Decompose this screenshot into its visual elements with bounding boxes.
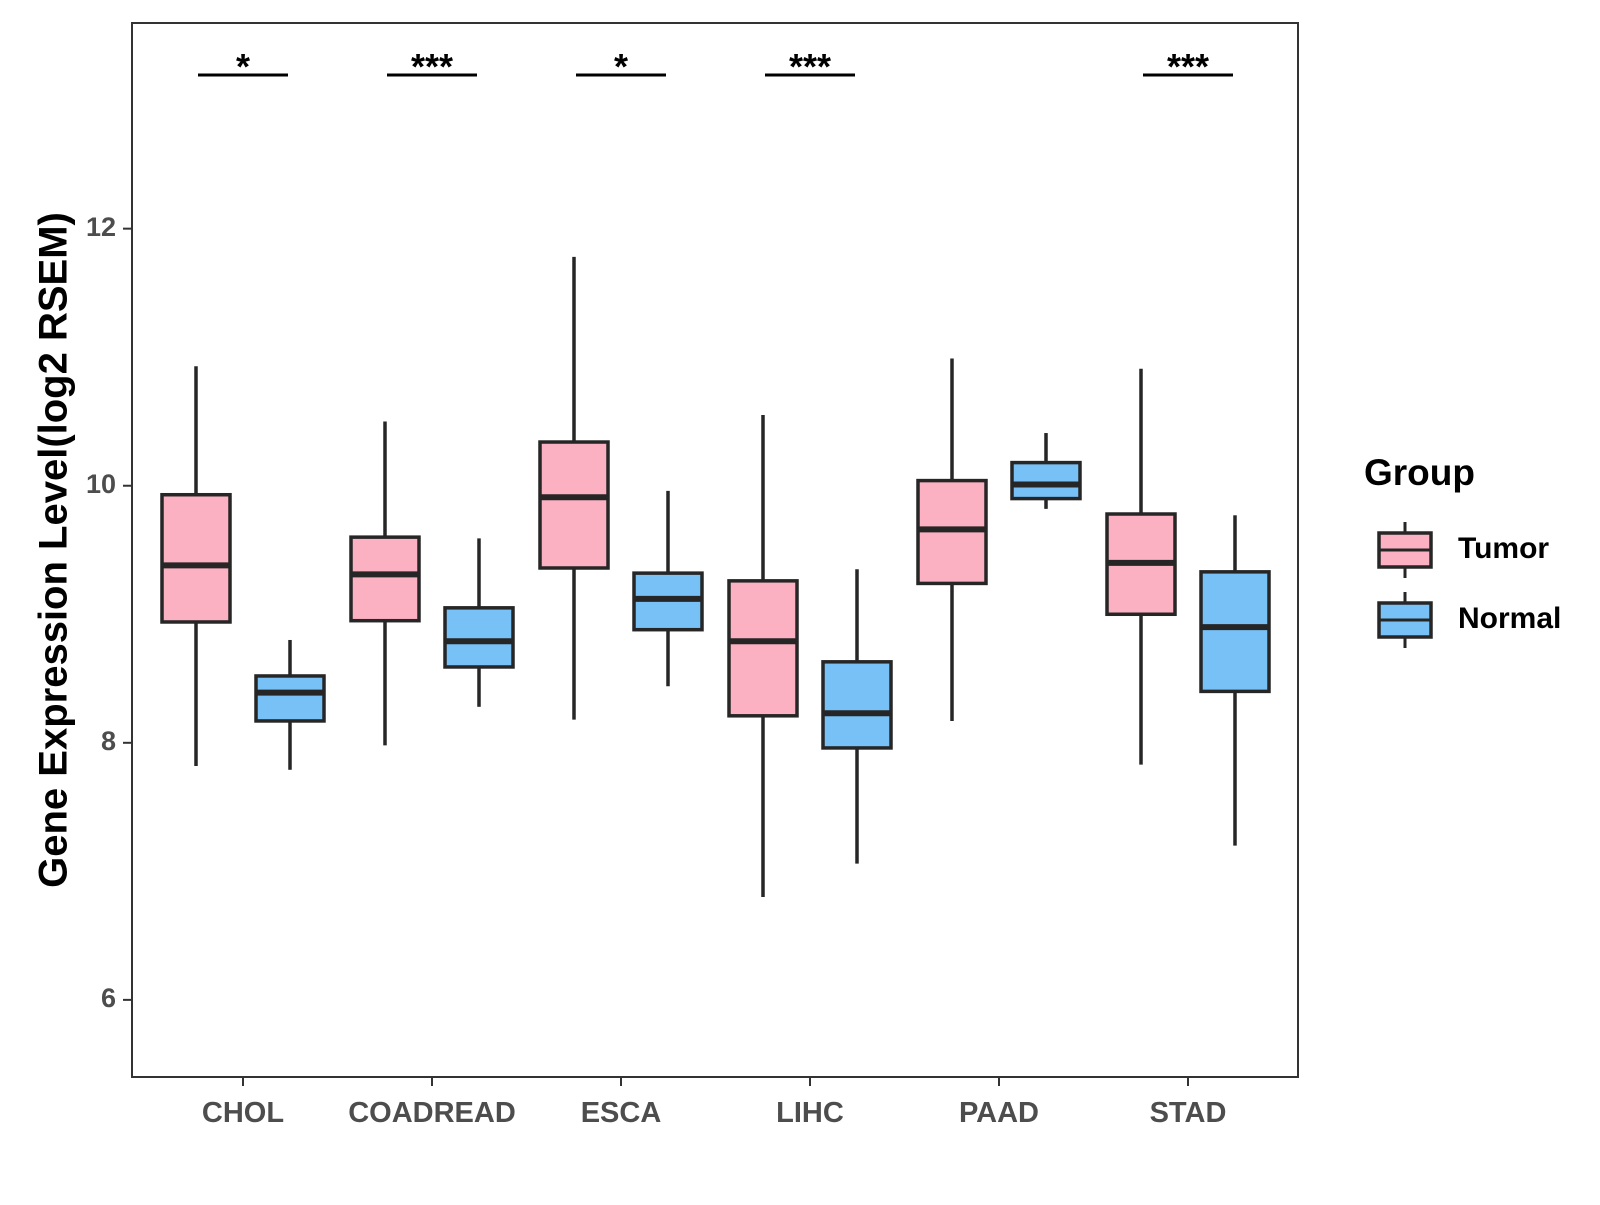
x-tick-label: COADREAD <box>348 1097 516 1129</box>
y-tick-label: 6 <box>101 983 116 1013</box>
box-iqr <box>821 660 893 750</box>
plot-panel <box>131 22 1299 1078</box>
significance-label: * <box>614 46 628 87</box>
box-tumor <box>160 366 232 766</box>
x-tick-label: PAAD <box>959 1097 1039 1129</box>
legend: Group Tumor Normal <box>1364 452 1561 648</box>
legend-entry-label: Normal <box>1458 602 1561 635</box>
y-tick-label: 12 <box>86 212 116 242</box>
legend-title: Group <box>1364 452 1475 493</box>
box-tumor <box>727 415 799 898</box>
significance-label: *** <box>1167 46 1209 87</box>
significance-label: * <box>236 46 250 87</box>
box-normal <box>443 538 515 707</box>
box-iqr <box>443 606 515 669</box>
box-tumor <box>1105 368 1177 765</box>
box-normal <box>1010 433 1082 509</box>
legend-entry-tumor: Tumor <box>1377 522 1549 578</box>
y-tick-label: 8 <box>101 726 116 756</box>
y-axis: 6 8 10 12 <box>86 212 132 1013</box>
y-tick-label: 10 <box>86 469 116 499</box>
y-axis-label: Gene Expression Level(log2 RSEM) <box>32 212 76 888</box>
box-iqr <box>349 535 421 623</box>
legend-entry-label: Tumor <box>1458 532 1549 565</box>
x-tick-label: LIHC <box>776 1097 844 1129</box>
x-tick-label: ESCA <box>581 1097 662 1129</box>
legend-entry-normal: Normal <box>1377 592 1561 648</box>
box-iqr <box>254 674 326 723</box>
box-normal <box>254 639 326 770</box>
box-normal <box>1199 515 1271 846</box>
box-layer <box>160 256 1271 898</box>
box-iqr <box>538 440 610 570</box>
significance-label: *** <box>789 46 831 87</box>
box-tumor <box>916 358 988 721</box>
box-tumor <box>538 256 610 720</box>
x-tick-label: STAD <box>1150 1097 1227 1129</box>
box-iqr <box>1199 570 1271 694</box>
box-iqr <box>160 492 232 624</box>
box-normal <box>632 490 704 687</box>
box-tumor <box>349 421 421 746</box>
significance-label: *** <box>411 46 453 87</box>
x-axis: CHOL COADREAD ESCA LIHC PAAD STAD <box>202 1077 1226 1129</box>
box-normal <box>821 569 893 864</box>
box-iqr <box>1010 460 1082 501</box>
significance-layer: * *** * *** *** <box>198 46 1233 87</box>
x-tick-label: CHOL <box>202 1097 284 1129</box>
box-iqr <box>727 579 799 718</box>
